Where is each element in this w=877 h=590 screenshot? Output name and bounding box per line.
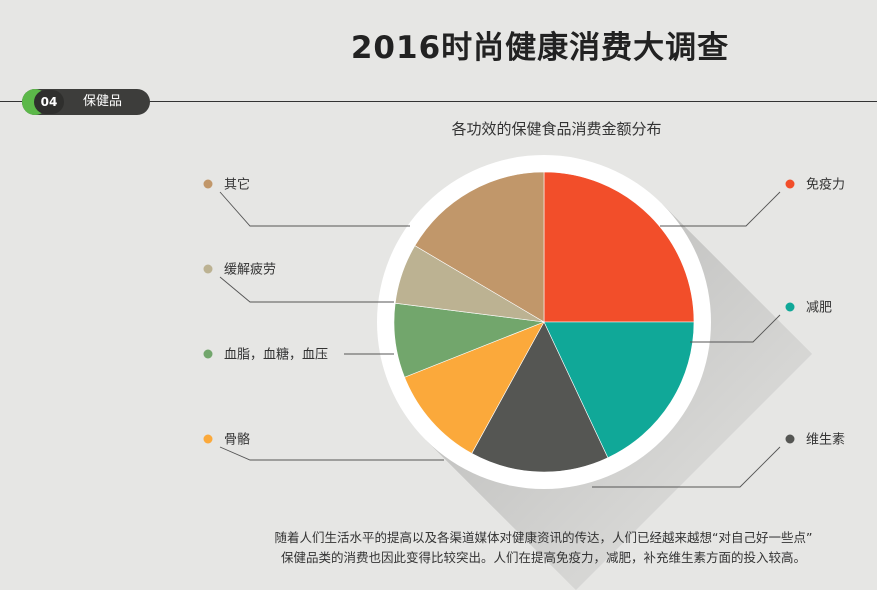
leader-line-3: [219, 446, 444, 461]
pie-slice-2: [471, 321, 609, 473]
pie-slice-0: [543, 171, 695, 323]
leader-line-5: [219, 276, 394, 303]
leader-line-2: [592, 446, 781, 488]
leader-line-1: [690, 314, 781, 343]
legend-label-3: 骨骼: [224, 432, 250, 448]
legend-label-1: 减肥: [806, 301, 832, 316]
caption: 随着人们生活水平的提高以及各渠道媒体对健康资讯的传达，人们已经越来越想“对自己好…: [0, 528, 877, 568]
section-label: 保健品: [83, 94, 123, 109]
legend-dot-0: [785, 179, 795, 189]
legend-dot-2: [785, 434, 795, 444]
legend-label-0: 免疫力: [806, 177, 845, 193]
section-number: 04: [34, 90, 64, 114]
pie-slice-1: [543, 321, 695, 459]
legend-label-2: 维生素: [806, 433, 845, 448]
legend-label-6: 其它: [224, 177, 250, 193]
caption-line-1: 随着人们生活水平的提高以及各渠道媒体对健康资讯的传达，人们已经越来越想“对自己好…: [274, 530, 813, 545]
pie-slice-6: [414, 171, 545, 323]
chart-title: 各功效的保健食品消费金额分布: [451, 120, 662, 138]
leader-line-6: [219, 191, 410, 227]
caption-line-2: 保健品类的消费也因此变得比较突出。人们在提高免疫力，减肥，补充维生素方面的投入较…: [280, 550, 806, 565]
page-title: 2016时尚健康消费大调查: [350, 30, 730, 66]
legend-label-5: 缓解疲劳: [224, 262, 276, 278]
leader-line-0: [660, 191, 781, 227]
legend-label-4: 血脂，血糖，血压: [224, 347, 328, 363]
legend-dot-1: [785, 302, 795, 312]
section-divider: [0, 101, 877, 102]
legend-dot-4: [203, 349, 213, 359]
pie-slice-3: [404, 321, 545, 454]
legend-dot-5: [203, 264, 213, 274]
legend-dot-6: [203, 179, 213, 189]
legend-dot-3: [203, 434, 213, 444]
